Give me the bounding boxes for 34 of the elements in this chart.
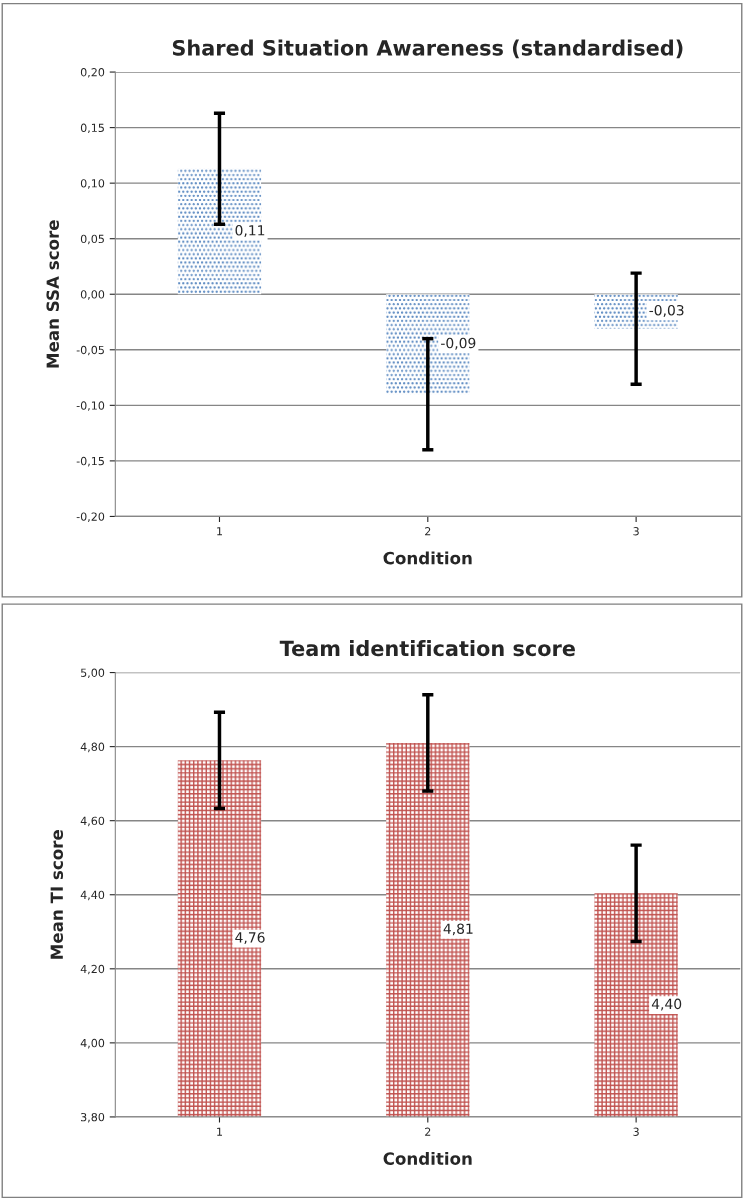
y-tick-label: -0,10	[76, 401, 105, 411]
y-tick-label: 4,40	[80, 890, 105, 901]
y-tick-label: 4,20	[80, 964, 105, 975]
y-tick-label: -0,15	[76, 456, 104, 467]
y-tick-label: 0,20	[80, 68, 105, 78]
data-label: 0,11	[235, 225, 265, 237]
y-tick-label: 3,80	[81, 1112, 105, 1123]
data-label: -0,03	[649, 304, 684, 317]
x-axis-title: Condition	[383, 1151, 472, 1165]
x-tick-label: 2	[425, 1127, 431, 1136]
data-label: 4,76	[235, 932, 265, 945]
y-tick-label: 5,00	[81, 668, 105, 679]
data-label: -0,09	[441, 337, 476, 350]
x-axis-title: Condition	[383, 551, 472, 565]
y-tick-label: 4,00	[80, 1038, 105, 1049]
y-tick-label: -0,20	[76, 512, 105, 522]
y-tick-label: 0,00	[80, 290, 105, 300]
y-tick-label: -0,05	[76, 345, 104, 356]
x-tick-label: 1	[217, 527, 222, 536]
y-tick-label: 4,80	[80, 742, 105, 753]
y-axis-title: Mean SSA score	[46, 220, 60, 368]
x-tick-label: 3	[633, 527, 639, 536]
data-label: 4,40	[651, 998, 682, 1011]
chart-title: Shared Situation Awareness (standardised)	[172, 39, 683, 59]
y-tick-label: 4,60	[80, 816, 105, 827]
y-tick-label: 0,10	[80, 179, 105, 189]
y-tick-label: 0,15	[80, 123, 104, 134]
x-tick-label: 1	[217, 1127, 222, 1136]
y-axis-title: Mean TI score	[50, 830, 64, 959]
x-tick-label: 3	[633, 1127, 639, 1136]
data-label: 4,81	[443, 923, 473, 936]
x-tick-label: 2	[425, 527, 431, 536]
chart-title: Team identification score	[279, 640, 575, 657]
y-tick-label: 0,05	[80, 234, 104, 245]
